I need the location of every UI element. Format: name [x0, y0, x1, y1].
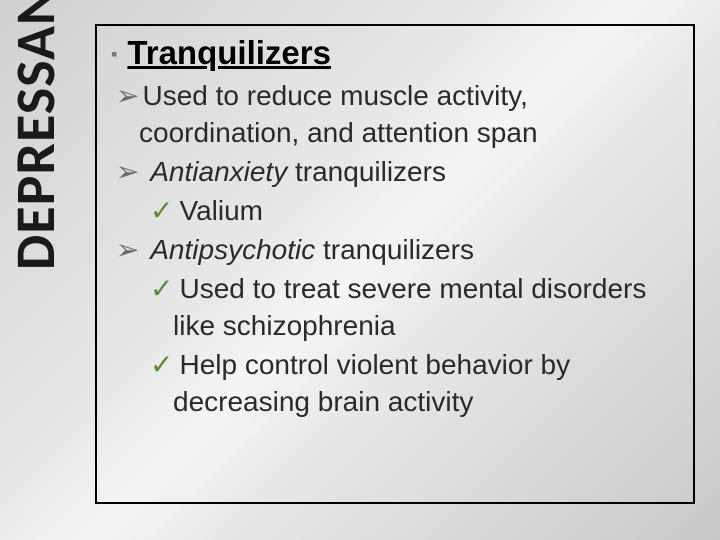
check-icon: ✓: [150, 349, 173, 380]
heading-row: ▪ Tranquilizers: [111, 34, 679, 72]
square-bullet-icon: ▪: [111, 44, 117, 65]
item-text: tranquilizers: [287, 156, 446, 187]
arrow-icon: ➢: [116, 234, 139, 265]
item-text: tranquilizers: [315, 234, 474, 265]
body-list: ➢Used to reduce muscle activity, coordin…: [111, 78, 679, 421]
sidebar-title: DEPRESSANTS: [2, 0, 70, 270]
list-item: ➢ Antianxiety tranquilizers: [111, 154, 679, 191]
heading-text: Tranquilizers: [127, 34, 331, 72]
list-item: ➢Used to reduce muscle activity, coordin…: [111, 78, 679, 152]
item-italic: Antianxiety: [150, 156, 287, 187]
check-icon: ✓: [150, 273, 173, 304]
list-item: ✓Used to treat severe mental disorders l…: [111, 271, 679, 345]
arrow-icon: ➢: [116, 80, 139, 111]
list-item: ✓Valium: [111, 193, 679, 230]
list-item: ✓Help control violent behavior by decrea…: [111, 347, 679, 421]
item-italic: Antipsychotic: [150, 234, 315, 265]
list-item: ➢ Antipsychotic tranquilizers: [111, 232, 679, 269]
item-text: Valium: [179, 195, 263, 226]
content-box: ▪ Tranquilizers ➢Used to reduce muscle a…: [95, 24, 695, 504]
item-text: Used to treat severe mental disorders li…: [173, 273, 646, 341]
slide: DEPRESSANTS ▪ Tranquilizers ➢Used to red…: [0, 0, 720, 540]
arrow-icon: ➢: [116, 156, 139, 187]
check-icon: ✓: [150, 195, 173, 226]
item-text: Help control violent behavior by decreas…: [173, 349, 570, 417]
item-text: Used to reduce muscle activity, coordina…: [139, 80, 538, 148]
